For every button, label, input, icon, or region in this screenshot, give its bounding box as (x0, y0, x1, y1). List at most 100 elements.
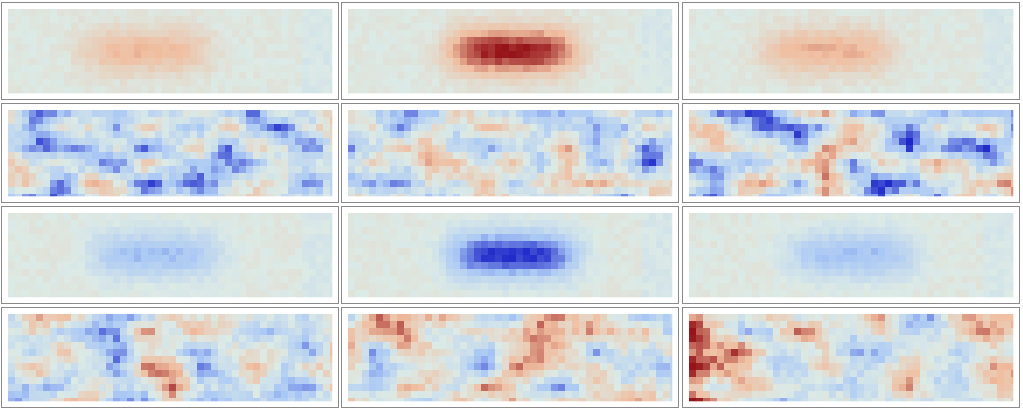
heatmap-cell (8, 180, 16, 188)
heatmap-cell (906, 152, 914, 160)
heatmap-cell (211, 180, 219, 188)
heatmap-cell (183, 72, 191, 80)
heatmap-cell (871, 180, 879, 188)
heatmap-cell (281, 283, 289, 291)
heatmap-cell (731, 159, 739, 167)
heatmap-cell (565, 234, 573, 242)
heatmap-cell (850, 187, 858, 195)
heatmap-cell (232, 220, 240, 228)
heatmap-cell (759, 194, 767, 197)
heatmap-cell (302, 72, 310, 80)
heatmap-cell (829, 65, 837, 73)
heatmap-cell (906, 16, 914, 24)
heatmap-cell (990, 159, 998, 167)
heatmap-cell (948, 234, 956, 242)
heatmap-cell (383, 79, 391, 87)
heatmap-cell (169, 220, 177, 228)
heatmap-cell (607, 166, 615, 174)
heatmap-cell (225, 255, 233, 263)
heatmap-cell (976, 180, 984, 188)
heatmap-cell (983, 145, 991, 153)
heatmap-cell (460, 173, 468, 181)
heatmap-cell (15, 283, 23, 291)
heatmap-cell (362, 37, 370, 45)
heatmap-cell (502, 131, 510, 139)
heatmap-cell (864, 44, 872, 52)
heatmap-cell (766, 180, 774, 188)
heatmap-cell (997, 37, 1005, 45)
heatmap-cell (418, 290, 426, 298)
heatmap-cell (155, 220, 163, 228)
heatmap-cell (759, 213, 767, 221)
heatmap-cell (204, 110, 212, 118)
heatmap-cell (316, 65, 324, 73)
heatmap-cell (738, 213, 746, 221)
heatmap-cell (614, 16, 622, 24)
heatmap-cell (593, 23, 601, 31)
heatmap-cell (134, 220, 142, 228)
heatmap-cell (759, 86, 767, 94)
heatmap-cell (843, 58, 851, 66)
heatmap-cell (162, 255, 170, 263)
heatmap-cell (281, 65, 289, 73)
heatmap-cell (642, 86, 650, 94)
heatmap-cell (190, 262, 198, 270)
heatmap-cell (397, 262, 405, 270)
heatmap-cell (488, 86, 496, 94)
heatmap-cell (983, 213, 991, 221)
heatmap-cell (467, 124, 475, 132)
heatmap-cell (71, 145, 79, 153)
heatmap-cell (997, 166, 1005, 174)
heatmap-cell (983, 220, 991, 228)
heatmap-cell (558, 290, 566, 298)
heatmap-cell (316, 290, 324, 298)
heatmap-cell (941, 72, 949, 80)
heatmap-cell (113, 145, 121, 153)
heatmap-cell (843, 23, 851, 31)
heatmap-cell (537, 138, 545, 146)
heatmap-cell (127, 37, 135, 45)
heatmap-cell (425, 248, 433, 256)
heatmap-cell (211, 159, 219, 167)
heatmap-cell (85, 44, 93, 52)
heatmap-cell (383, 37, 391, 45)
heatmap-cell (288, 166, 296, 174)
heatmap-cell (530, 72, 538, 80)
heatmap-cell (467, 44, 475, 52)
heatmap-cell (829, 58, 837, 66)
heatmap-cell (780, 72, 788, 80)
heatmap-cell (274, 220, 282, 228)
heatmap-cell (467, 180, 475, 188)
heatmap-cell (829, 166, 837, 174)
heatmap-cell (267, 86, 275, 94)
heatmap-cell (724, 145, 732, 153)
heatmap-cell (232, 262, 240, 270)
heatmap-cell (8, 37, 16, 45)
heatmap-cell (941, 248, 949, 256)
heatmap-cell (453, 173, 461, 181)
heatmap-cell (516, 227, 524, 235)
heatmap-cell (467, 79, 475, 87)
heatmap-cell (36, 86, 44, 94)
heatmap-cell (348, 255, 356, 263)
heatmap-cell (600, 51, 608, 59)
heatmap-cell (586, 79, 594, 87)
heatmap-cell (913, 110, 921, 118)
heatmap-cell (962, 227, 970, 235)
heatmap-cell (348, 241, 356, 249)
heatmap-cell (969, 241, 977, 249)
heatmap-cell (141, 124, 149, 132)
heatmap-cell (418, 255, 426, 263)
heatmap-cell (808, 234, 816, 242)
heatmap-cell (850, 194, 858, 197)
heatmap-cell (460, 16, 468, 24)
heatmap-cell (106, 194, 114, 197)
heatmap-cell (920, 234, 928, 242)
heatmap-cell (183, 227, 191, 235)
heatmap-cell (162, 276, 170, 284)
heatmap-cell (808, 166, 816, 174)
heatmap-cell (92, 227, 100, 235)
heatmap-cell (50, 30, 58, 38)
heatmap-cell (92, 180, 100, 188)
heatmap-cell (941, 9, 949, 17)
